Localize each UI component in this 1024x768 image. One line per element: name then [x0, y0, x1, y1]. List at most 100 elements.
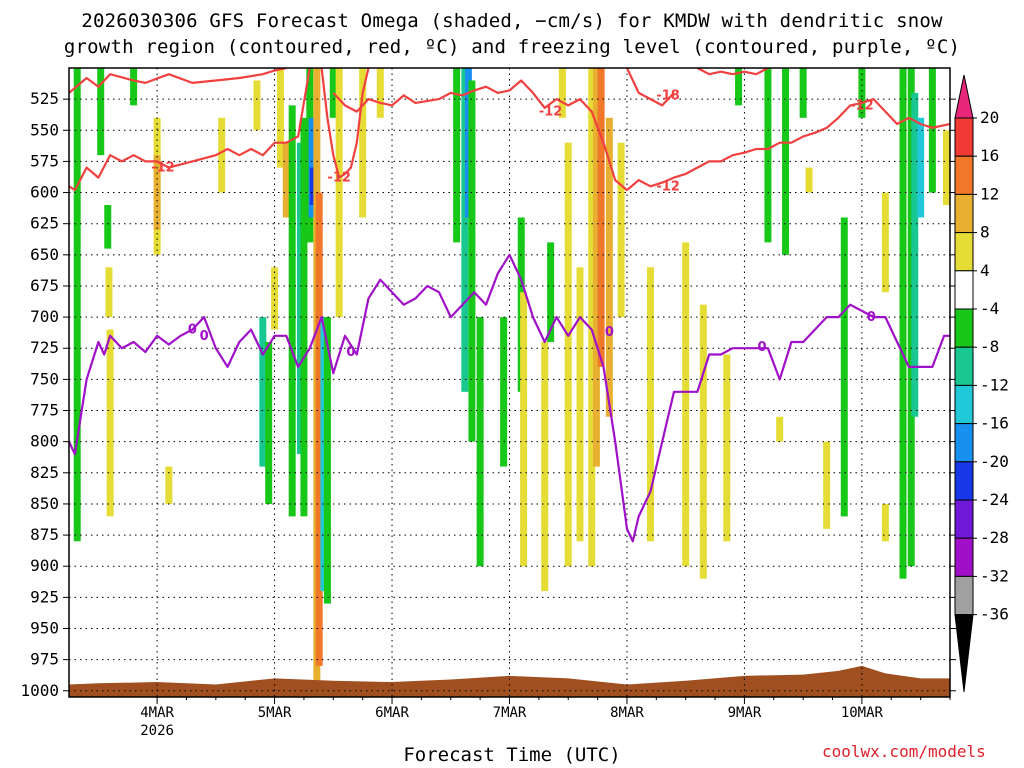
omega-cell [130, 68, 138, 106]
colorbar-top-arrow [954, 74, 974, 119]
y-tick-label: 825 [30, 463, 59, 482]
colorbar-label: -28 [980, 528, 1009, 547]
contour-line [69, 253, 950, 543]
omega-cell [646, 267, 654, 542]
omega-cell [592, 68, 600, 467]
colorbar-swatch [954, 346, 974, 386]
omega-cell [282, 142, 290, 218]
omega-cell [218, 117, 226, 193]
y-axis: 525 550 575 600 625 650 675 700 725 750 775 800 825 8… [20, 89, 956, 700]
omega-cell [682, 242, 690, 567]
omega-cell [73, 68, 81, 542]
omega-cell [476, 317, 484, 567]
colorbar-label: -4 [980, 299, 999, 318]
omega-cell [97, 68, 105, 156]
omega-cell [782, 68, 790, 255]
omega-cell [899, 68, 907, 579]
x-tick-label: 9MAR [728, 705, 762, 721]
omega-cell [309, 167, 317, 206]
y-tick-label: 525 [30, 89, 59, 108]
x-tick-label: 6MAR [375, 705, 409, 721]
omega-cell [453, 68, 461, 243]
omega-cell [917, 117, 925, 218]
omega-cell [776, 416, 784, 442]
omega-cell [942, 130, 950, 206]
omega-cell [564, 142, 572, 567]
omega-cell [576, 267, 584, 542]
x-axis-title: Forecast Time (UTC) [403, 744, 621, 766]
contour-line [320, 68, 370, 179]
omega-cell [823, 441, 831, 529]
contour-label: -12 [327, 171, 351, 186]
colorbar-swatch [954, 461, 974, 501]
colorbar-label: 12 [980, 184, 999, 203]
contour-label: -12 [656, 179, 680, 194]
contour-label: -12 [850, 98, 874, 113]
omega-cell [597, 68, 605, 367]
omega-cell [840, 217, 848, 517]
omega-cell [699, 304, 707, 579]
x-tick-sublabel: 2026 [140, 723, 174, 739]
colorbar-swatch [954, 232, 974, 272]
colorbar-label: -16 [980, 414, 1009, 433]
contour-label: -18 [656, 88, 680, 103]
colorbar-label: -12 [980, 375, 1009, 394]
contour-line [69, 68, 287, 94]
omega-cell [468, 80, 476, 442]
colorbar: 20 16 12 8 4 -4 -8 -12 -16 -20 -24 -28 -32 -36 [954, 74, 1009, 693]
omega-cell [376, 68, 384, 118]
omega-cell [605, 117, 613, 417]
contour-label: 0 [758, 340, 767, 355]
x-axis: 4MAR 2026 5MAR 6MAR 7MAR 8MAR 9MAR 10MAR [140, 697, 951, 739]
contour-line [69, 68, 311, 192]
colorbar-swatch [954, 308, 974, 348]
y-tick-label: 925 [30, 587, 59, 606]
omega-cell [805, 167, 813, 193]
colorbar-swatch [954, 155, 974, 195]
colorbar-swatch [954, 537, 974, 577]
omega-cell [461, 68, 469, 392]
colorbar-swatch [954, 193, 974, 234]
omega-cell [106, 329, 114, 517]
omega-cell [881, 503, 889, 542]
contour-label: -12 [151, 161, 175, 176]
colorbar-swatch [954, 499, 974, 539]
chart-title-line-2: growth region (contoured, red, ºC) and f… [63, 36, 961, 58]
omega-cell [259, 317, 267, 467]
omega-cell [799, 68, 807, 118]
omega-cell [300, 117, 308, 517]
colorbar-bottom-arrow [954, 614, 974, 693]
omega-cell [104, 205, 112, 249]
contour-line [626, 68, 675, 107]
omega-cell [271, 267, 279, 330]
x-tick-label: 5MAR [258, 705, 292, 721]
y-tick-label: 725 [30, 338, 59, 357]
y-tick-label: 600 [30, 183, 59, 202]
colorbar-swatch [954, 117, 974, 157]
y-tick-label: 625 [30, 214, 59, 233]
x-tick-label: 4MAR [140, 705, 174, 721]
y-tick-label: 675 [30, 276, 59, 295]
omega-cell [315, 192, 323, 666]
contour-label: 0 [867, 310, 876, 325]
colorbar-label: 4 [980, 261, 990, 280]
omega-cell [464, 68, 472, 218]
omega-cell [105, 267, 113, 318]
colorbar-label: -32 [980, 566, 1009, 585]
omega-cell [359, 68, 367, 218]
omega-cell [165, 466, 173, 504]
omega-cell [723, 354, 731, 542]
credit-link[interactable]: coolwx.com/models [822, 742, 986, 761]
y-tick-label: 800 [30, 432, 59, 451]
omega-cell [928, 68, 936, 193]
y-tick-label: 900 [30, 556, 59, 575]
omega-cell [520, 292, 528, 567]
x-tick-label: 10MAR [841, 705, 884, 721]
colorbar-label: -20 [980, 452, 1009, 471]
contour-label: 0 [188, 323, 197, 338]
y-tick-label: 850 [30, 494, 59, 513]
colorbar-label: -36 [980, 605, 1009, 624]
omega-cell [735, 68, 743, 106]
y-tick-label: 750 [30, 369, 59, 388]
